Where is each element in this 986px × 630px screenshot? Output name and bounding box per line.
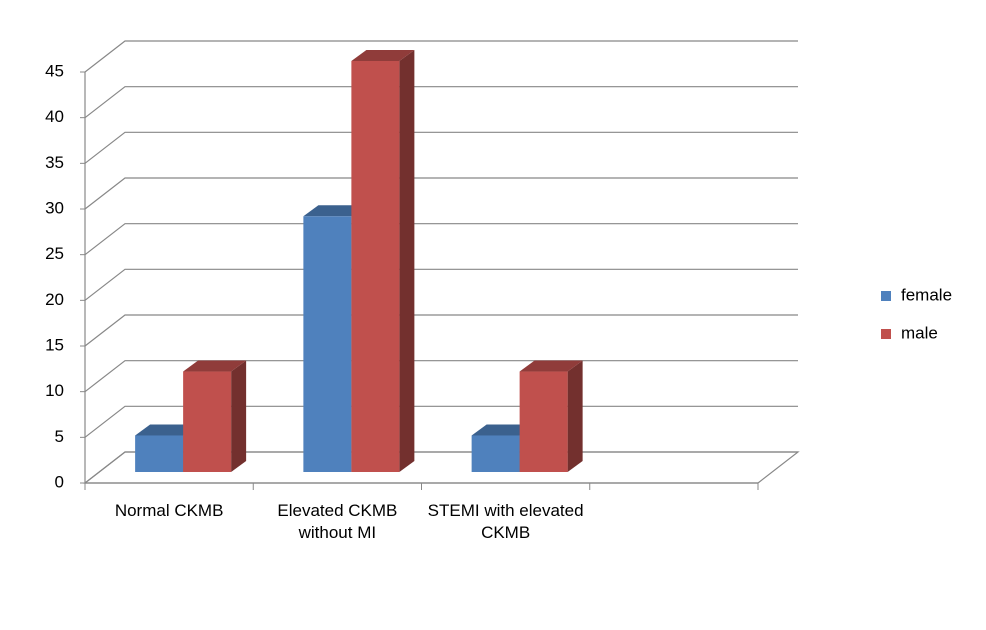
bar-side — [231, 360, 247, 472]
y-tick-label: 15 — [45, 335, 64, 354]
bar-top — [135, 424, 199, 436]
y-tick-label: 20 — [45, 290, 64, 309]
x-tick-label: STEMI with elevated CKMB — [427, 501, 584, 542]
bar-top — [519, 360, 583, 372]
x-tick-label: Normal CKMB — [114, 501, 224, 520]
legend-swatch — [881, 329, 891, 339]
bar-top — [351, 50, 415, 61]
bar — [135, 435, 184, 472]
grid-line — [84, 131, 798, 164]
grid-line — [84, 177, 798, 210]
bar — [303, 216, 352, 472]
bar-side — [399, 50, 415, 472]
legend-label: male — [901, 323, 938, 342]
y-tick-label: 0 — [55, 472, 64, 491]
legend-swatch — [881, 291, 891, 301]
grid-line — [84, 40, 798, 73]
y-tick-label: 40 — [45, 107, 64, 126]
y-tick-label: 10 — [45, 381, 64, 400]
y-tick-label: 35 — [45, 153, 64, 172]
grid-line — [84, 314, 798, 347]
grid-line — [84, 223, 798, 256]
legend-label: female — [901, 285, 952, 304]
y-tick-label: 45 — [45, 61, 64, 80]
grid-line — [84, 268, 798, 301]
bar-top — [471, 424, 535, 436]
y-tick-label: 30 — [45, 198, 64, 217]
bar — [519, 371, 568, 472]
bar — [471, 435, 520, 472]
bar-side — [567, 360, 583, 472]
grid-line — [84, 86, 798, 119]
bar-top — [303, 205, 367, 217]
y-tick-label: 5 — [55, 427, 64, 446]
x-tick-label: Elevated CKMB without MI — [277, 501, 398, 542]
bar — [183, 371, 232, 472]
bar — [351, 61, 400, 472]
y-tick-label: 25 — [45, 244, 64, 263]
bar-top — [183, 360, 247, 372]
